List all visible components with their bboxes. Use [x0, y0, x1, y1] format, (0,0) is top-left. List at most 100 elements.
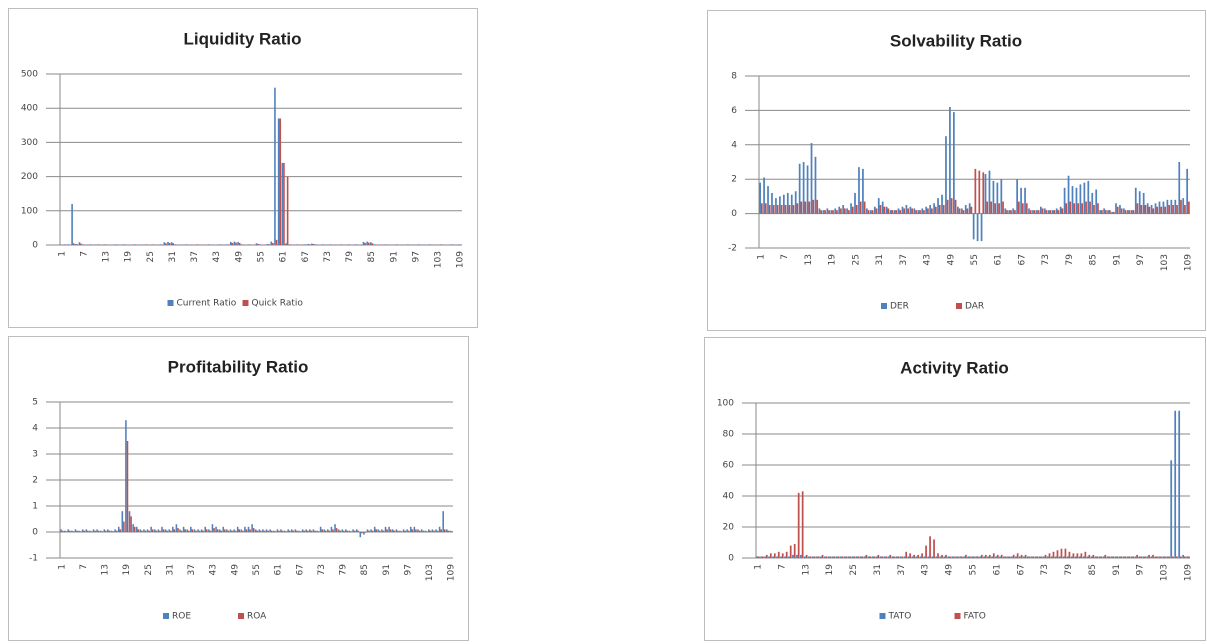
bar: [163, 242, 166, 245]
bar: [244, 244, 247, 246]
bar: [798, 163, 801, 214]
bar: [913, 208, 916, 214]
bar: [317, 531, 320, 532]
legend-label: FATO: [964, 612, 986, 622]
bar: [1176, 205, 1178, 214]
bar: [897, 208, 900, 214]
bar: [1079, 184, 1082, 214]
bar: [325, 530, 327, 532]
bar: [330, 526, 333, 532]
bar: [382, 530, 385, 532]
bar: [995, 556, 997, 558]
bar: [837, 556, 840, 558]
bar: [436, 244, 439, 246]
bar: [370, 242, 372, 245]
bar: [869, 556, 872, 558]
bar: [861, 556, 864, 558]
bar: [1065, 203, 1068, 214]
bar: [1099, 210, 1102, 214]
chart-title: Solvability Ratio: [890, 31, 1022, 50]
bar: [331, 244, 333, 246]
bar: [1123, 208, 1125, 214]
bar: [379, 530, 381, 532]
bar: [377, 244, 380, 246]
bar: [246, 244, 248, 246]
x-tick-label: 73: [317, 564, 327, 575]
x-tick-label: 73: [1041, 254, 1051, 265]
bar: [838, 206, 841, 214]
bar: [806, 165, 809, 214]
bar: [843, 556, 846, 558]
bar: [218, 529, 221, 532]
bar: [371, 530, 374, 532]
bar: [1033, 210, 1036, 214]
bar: [1182, 554, 1185, 558]
legend-swatch: [238, 613, 244, 619]
x-tick-label: 85: [1089, 254, 1099, 265]
x-tick-label: 49: [945, 564, 955, 576]
bar: [965, 554, 967, 558]
bar: [381, 244, 383, 246]
bar: [1020, 554, 1023, 558]
bar: [1095, 189, 1098, 214]
x-tick-label: 1: [57, 564, 67, 570]
bar: [975, 556, 977, 558]
legend-label: DAR: [965, 302, 984, 312]
bar: [921, 553, 923, 558]
bar: [797, 492, 800, 558]
x-tick-label: 25: [849, 564, 859, 575]
bar: [775, 198, 777, 214]
x-tick-label: 61: [274, 564, 284, 575]
bar: [1152, 554, 1154, 558]
bar: [292, 530, 295, 532]
bar: [270, 241, 273, 245]
x-tick-label: 103: [1160, 564, 1170, 581]
bar: [371, 243, 374, 245]
bar: [767, 186, 769, 214]
bar: [846, 208, 848, 214]
bar: [74, 529, 77, 532]
bar: [268, 244, 270, 245]
bar: [456, 244, 459, 246]
bar: [927, 556, 930, 558]
bar: [61, 244, 64, 246]
bar: [823, 556, 826, 558]
x-tick-label: 31: [875, 254, 885, 265]
bar: [1063, 187, 1066, 214]
bar: [343, 530, 345, 532]
bar: [825, 556, 828, 558]
bar: [1059, 206, 1062, 214]
bar: [1120, 556, 1123, 558]
bar: [1069, 201, 1072, 214]
x-tick-label: 25: [851, 254, 861, 265]
bar: [1017, 201, 1020, 214]
bar: [1176, 556, 1178, 558]
bar: [819, 556, 822, 558]
bar: [370, 529, 372, 532]
y-tick-label: 0: [32, 528, 38, 538]
bar: [92, 529, 95, 532]
y-tick-label: 60: [723, 461, 735, 471]
legend-swatch: [881, 303, 887, 309]
bar: [1088, 554, 1091, 558]
bar: [953, 112, 955, 214]
bar: [982, 172, 985, 214]
bar: [763, 177, 765, 214]
bar: [983, 556, 985, 558]
bar: [1126, 556, 1129, 558]
bar: [379, 244, 381, 246]
y-tick-label: 5: [32, 398, 38, 408]
bar: [1158, 556, 1161, 558]
bar: [1047, 210, 1050, 214]
bar: [757, 556, 760, 558]
bar: [788, 205, 791, 214]
bar: [939, 556, 942, 558]
x-tick-label: 79: [339, 564, 349, 576]
bar: [925, 206, 928, 214]
bar: [1016, 553, 1019, 558]
bar: [1020, 187, 1022, 214]
bar: [231, 242, 234, 245]
bar: [998, 203, 1000, 214]
bar: [399, 530, 401, 532]
bar: [78, 530, 80, 532]
